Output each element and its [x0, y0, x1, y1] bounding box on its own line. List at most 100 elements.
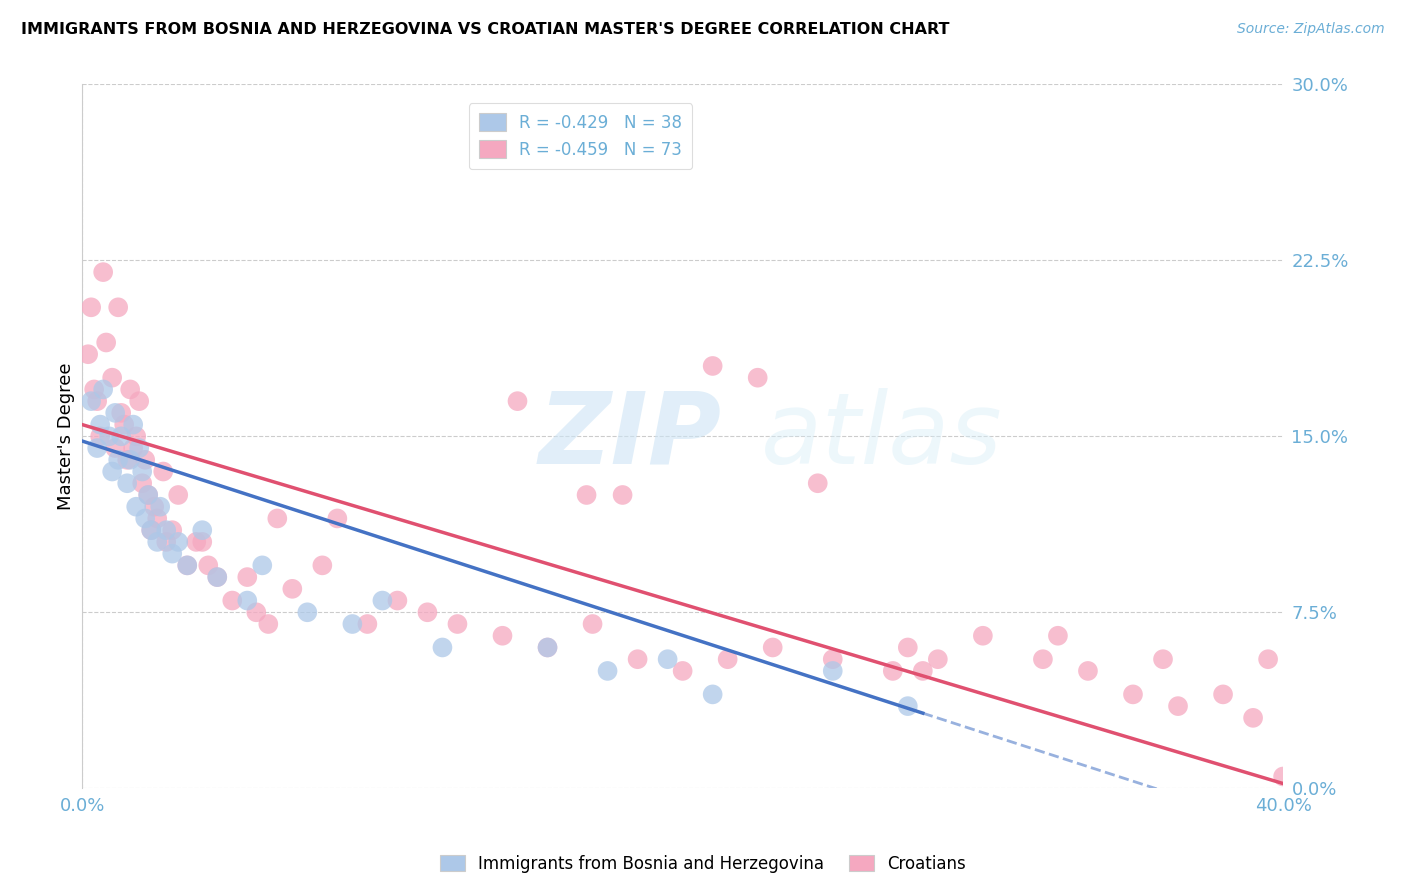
Point	[128, 394, 150, 409]
Point	[167, 535, 190, 549]
Point	[110, 429, 132, 443]
Point	[89, 429, 111, 443]
Point	[252, 558, 274, 573]
Point	[717, 652, 740, 666]
Text: atlas: atlas	[761, 388, 1002, 485]
Point	[125, 500, 148, 514]
Point	[747, 370, 769, 384]
Point	[146, 535, 169, 549]
Point	[141, 523, 163, 537]
Point	[167, 488, 190, 502]
Point	[536, 640, 558, 655]
Point	[672, 664, 695, 678]
Point	[446, 617, 468, 632]
Point	[91, 265, 114, 279]
Point	[122, 417, 145, 432]
Point	[115, 476, 138, 491]
Text: Source: ZipAtlas.com: Source: ZipAtlas.com	[1237, 22, 1385, 37]
Point	[762, 640, 785, 655]
Point	[612, 488, 634, 502]
Point	[1046, 629, 1069, 643]
Point	[207, 570, 229, 584]
Point	[160, 547, 183, 561]
Point	[972, 629, 994, 643]
Point	[146, 511, 169, 525]
Point	[1122, 687, 1144, 701]
Point	[80, 301, 103, 315]
Point	[131, 476, 153, 491]
Legend: Immigrants from Bosnia and Herzegovina, Croatians: Immigrants from Bosnia and Herzegovina, …	[433, 848, 973, 880]
Point	[191, 535, 214, 549]
Point	[125, 429, 148, 443]
Point	[115, 452, 138, 467]
Point	[136, 488, 159, 502]
Point	[134, 511, 156, 525]
Point	[1152, 652, 1174, 666]
Point	[83, 383, 105, 397]
Point	[342, 617, 364, 632]
Point	[432, 640, 454, 655]
Point	[221, 593, 243, 607]
Point	[112, 417, 135, 432]
Point	[882, 664, 904, 678]
Point	[702, 687, 724, 701]
Point	[89, 417, 111, 432]
Point	[1241, 711, 1264, 725]
Point	[387, 593, 409, 607]
Point	[149, 500, 172, 514]
Point	[821, 664, 844, 678]
Point	[155, 535, 177, 549]
Point	[160, 523, 183, 537]
Point	[191, 523, 214, 537]
Point	[110, 406, 132, 420]
Point	[122, 441, 145, 455]
Point	[657, 652, 679, 666]
Point	[1272, 770, 1295, 784]
Point	[506, 394, 529, 409]
Point	[98, 429, 121, 443]
Point	[236, 593, 259, 607]
Point	[911, 664, 934, 678]
Point	[927, 652, 949, 666]
Point	[416, 605, 439, 619]
Point	[626, 652, 648, 666]
Point	[155, 523, 177, 537]
Point	[128, 441, 150, 455]
Point	[131, 465, 153, 479]
Point	[1032, 652, 1054, 666]
Point	[371, 593, 394, 607]
Point	[807, 476, 830, 491]
Point	[821, 652, 844, 666]
Point	[197, 558, 219, 573]
Point	[491, 629, 513, 643]
Legend: R = -0.429   N = 38, R = -0.459   N = 73: R = -0.429 N = 38, R = -0.459 N = 73	[470, 103, 692, 169]
Point	[143, 500, 166, 514]
Point	[1212, 687, 1234, 701]
Point	[134, 452, 156, 467]
Point	[86, 441, 108, 455]
Point	[207, 570, 229, 584]
Point	[96, 335, 118, 350]
Point	[80, 394, 103, 409]
Point	[266, 511, 288, 525]
Point	[152, 465, 174, 479]
Point	[326, 511, 349, 525]
Point	[245, 605, 267, 619]
Point	[1257, 652, 1279, 666]
Point	[141, 523, 163, 537]
Point	[86, 394, 108, 409]
Point	[136, 488, 159, 502]
Point	[897, 640, 920, 655]
Point	[281, 582, 304, 596]
Y-axis label: Master's Degree: Master's Degree	[58, 362, 75, 510]
Point	[176, 558, 198, 573]
Point	[104, 406, 127, 420]
Text: ZIP: ZIP	[538, 388, 721, 485]
Point	[186, 535, 208, 549]
Point	[176, 558, 198, 573]
Point	[107, 452, 129, 467]
Point	[101, 370, 124, 384]
Point	[536, 640, 558, 655]
Point	[107, 301, 129, 315]
Point	[120, 383, 142, 397]
